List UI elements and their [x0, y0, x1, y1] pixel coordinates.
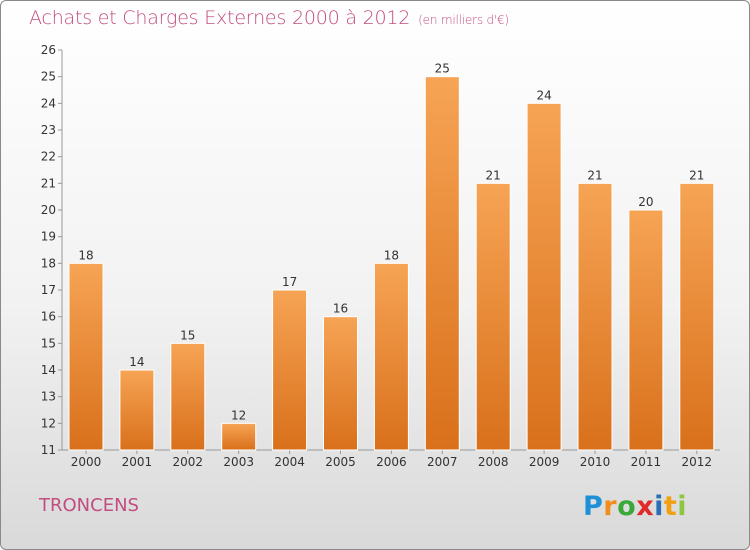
bar: [68, 262, 104, 451]
chart-title-text: Achats et Charges Externes 2000 à 2012: [29, 7, 411, 29]
data-label: 21: [587, 168, 602, 182]
y-tick-label: 18: [41, 256, 56, 270]
bar: [272, 289, 308, 451]
chart-title: Achats et Charges Externes 2000 à 2012 (e…: [29, 7, 509, 29]
data-label: 18: [384, 248, 399, 262]
bar: [323, 316, 358, 451]
y-tick-label: 24: [41, 96, 56, 110]
y-tick-label: 17: [41, 283, 56, 297]
x-tick-label: 2010: [580, 455, 611, 469]
y-tick-label: 12: [41, 416, 56, 430]
x-tick-label: 2004: [274, 455, 305, 469]
x-tick-label: 2009: [529, 455, 560, 469]
x-tick-label: 2008: [478, 455, 509, 469]
x-tick-label: 2003: [223, 455, 254, 469]
city-name: TRONCENS: [39, 495, 139, 516]
data-label: 14: [129, 355, 144, 369]
x-tick-label: 2006: [376, 455, 407, 469]
bar: [170, 342, 206, 451]
y-tick-label: 23: [41, 123, 56, 137]
x-tick-label: 2011: [631, 455, 662, 469]
data-label: 25: [435, 62, 450, 76]
data-label: 21: [486, 168, 501, 182]
data-label: 18: [78, 248, 93, 262]
bar: [628, 209, 664, 451]
data-label: 20: [638, 195, 653, 209]
x-tick-label: 2005: [325, 455, 356, 469]
bar: [119, 369, 155, 451]
y-tick-label: 21: [41, 176, 56, 190]
data-label: 16: [333, 302, 348, 316]
y-tick-label: 25: [41, 70, 56, 84]
x-tick-label: 2001: [122, 455, 153, 469]
bar: [577, 182, 613, 451]
y-tick-label: 22: [41, 150, 56, 164]
data-label: 15: [180, 328, 195, 342]
proxiti-logo: Proxiti: [583, 491, 688, 522]
y-tick-label: 13: [41, 390, 56, 404]
bar: [679, 182, 715, 451]
y-tick-label: 15: [41, 336, 56, 350]
bar: [221, 422, 257, 451]
y-tick-label: 11: [41, 443, 56, 457]
x-tick-label: 2002: [173, 455, 204, 469]
bar: [526, 102, 562, 451]
y-tick-label: 16: [41, 310, 56, 324]
data-label: 12: [231, 408, 246, 422]
bar: [475, 182, 511, 451]
x-tick-label: 2000: [71, 455, 102, 469]
x-tick-label: 2007: [427, 455, 458, 469]
data-label: 17: [282, 275, 297, 289]
y-tick-label: 26: [41, 43, 56, 57]
data-label: 24: [536, 88, 551, 102]
bar: [424, 76, 460, 451]
bar: [373, 262, 409, 451]
x-tick-label: 2012: [682, 455, 713, 469]
y-tick-label: 14: [41, 363, 56, 377]
chart-unit: (en milliers d'€): [418, 13, 509, 27]
data-label: 21: [689, 168, 704, 182]
y-tick-label: 20: [41, 203, 56, 217]
y-tick-label: 19: [41, 230, 56, 244]
